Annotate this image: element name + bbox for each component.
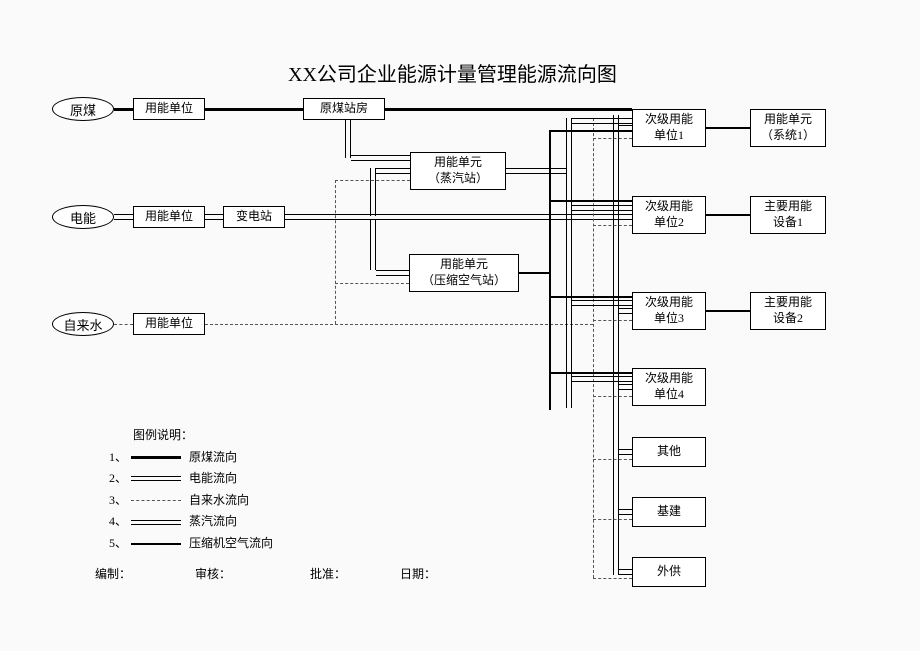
legend: 图例说明： 1、 原煤流向 2、 电能流向 3、 自来水流向 4、 蒸汽流向 5… <box>105 425 273 555</box>
diagram-title: XX公司企业能源计量管理能源流向图 <box>288 58 617 87</box>
legend-row-4: 4、 蒸汽流向 <box>105 511 273 533</box>
line-water-v <box>593 118 594 578</box>
box-secondary-3: 次级用能 单位3 <box>632 292 706 330</box>
line-water-b5 <box>593 459 632 460</box>
source-water: 自来水 <box>52 312 114 336</box>
line-elec-v <box>613 115 619 575</box>
box-equip-2: 主要用能 设备2 <box>750 292 826 330</box>
line-elec-b4 <box>619 384 632 390</box>
line-water-up1 <box>335 180 336 324</box>
box-other: 其他 <box>632 437 706 467</box>
line-elec-b7 <box>619 569 632 575</box>
line-coal-to-steam-h <box>351 155 410 161</box>
line-elec-b6 <box>619 509 632 515</box>
line-elec-to-air-v <box>370 220 376 270</box>
line-water-up1h <box>335 180 410 181</box>
line-steam-b4 <box>572 376 632 382</box>
box-consumer-elec: 用能单位 <box>133 206 205 228</box>
line-air-b2 <box>549 200 632 202</box>
line-water-b2 <box>593 225 632 226</box>
box-coal-station: 原煤站房 <box>303 98 385 120</box>
line-water-b6 <box>593 519 632 520</box>
diagram-canvas: XX公司企业能源计量管理能源流向图 原煤 电能 自来水 用能单位 原煤站房 用能… <box>0 0 920 651</box>
line-air-b3 <box>549 296 632 298</box>
source-water-label: 自来水 <box>63 315 102 334</box>
legend-row-2: 2、 电能流向 <box>105 468 273 490</box>
box-air-station: 用能单元 （压缩空气站） <box>409 254 519 292</box>
legend-row-1: 1、 原煤流向 <box>105 447 273 469</box>
source-coal: 原煤 <box>52 97 114 121</box>
box-substation: 变电站 <box>223 206 285 228</box>
line-air-b4 <box>549 372 632 374</box>
footer-compile: 编制： <box>95 565 131 582</box>
box-secondary-1: 次级用能 单位1 <box>632 109 706 147</box>
line-steam-b1 <box>572 118 632 124</box>
line-water-1 <box>114 324 133 325</box>
line-air-out <box>519 272 549 274</box>
legend-title: 图例说明： <box>133 425 273 447</box>
line-coal-1 <box>114 108 133 111</box>
line-s3-r3 <box>706 310 750 312</box>
box-consumer-water: 用能单位 <box>133 313 205 335</box>
line-elec-2 <box>205 214 223 220</box>
line-water-b3 <box>593 320 632 321</box>
line-s1-r1 <box>706 127 750 129</box>
line-water-b1 <box>593 138 632 139</box>
footer-review: 审核： <box>195 565 231 582</box>
box-consumer-coal: 用能单位 <box>133 98 205 120</box>
line-coal-2 <box>205 108 303 111</box>
line-water-b4 <box>593 396 632 397</box>
line-elec-to-steam-v <box>370 168 376 216</box>
box-secondary-2: 次级用能 单位2 <box>632 196 706 234</box>
box-equip-1: 主要用能 设备1 <box>750 196 826 234</box>
line-elec-b5 <box>619 449 632 455</box>
line-air-b1 <box>549 130 632 132</box>
box-secondary-4: 次级用能 单位4 <box>632 368 706 406</box>
footer-approve: 批准： <box>310 565 346 582</box>
line-elec-to-steam-h <box>376 168 410 174</box>
line-elec-b3 <box>619 308 632 314</box>
box-system-1: 用能单元 （系统1） <box>750 109 826 147</box>
source-elec-label: 电能 <box>70 208 96 227</box>
line-water-b7 <box>593 578 632 579</box>
line-steam-b2 <box>572 205 632 211</box>
line-s2-r2 <box>706 214 750 216</box>
line-steam-out <box>506 168 566 174</box>
line-air-v <box>549 130 551 410</box>
legend-row-5: 5、 压缩机空气流向 <box>105 533 273 555</box>
line-coal-to-steam-v <box>345 120 351 158</box>
box-steam-station: 用能单元 （蒸汽站） <box>410 152 506 190</box>
line-water-up2h <box>335 283 409 284</box>
source-coal-label: 原煤 <box>70 100 96 119</box>
line-steam-b3 <box>572 300 632 306</box>
line-steam-v <box>566 118 572 408</box>
box-construction: 基建 <box>632 497 706 527</box>
line-coal-3 <box>385 108 632 111</box>
line-elec-to-air-h <box>376 270 409 276</box>
footer-date: 日期： <box>400 565 436 582</box>
box-external: 外供 <box>632 557 706 587</box>
legend-row-3: 3、 自来水流向 <box>105 490 273 512</box>
line-elec-3 <box>285 214 632 220</box>
line-water-2 <box>205 324 593 325</box>
source-elec: 电能 <box>52 205 114 229</box>
line-elec-1 <box>114 214 133 220</box>
